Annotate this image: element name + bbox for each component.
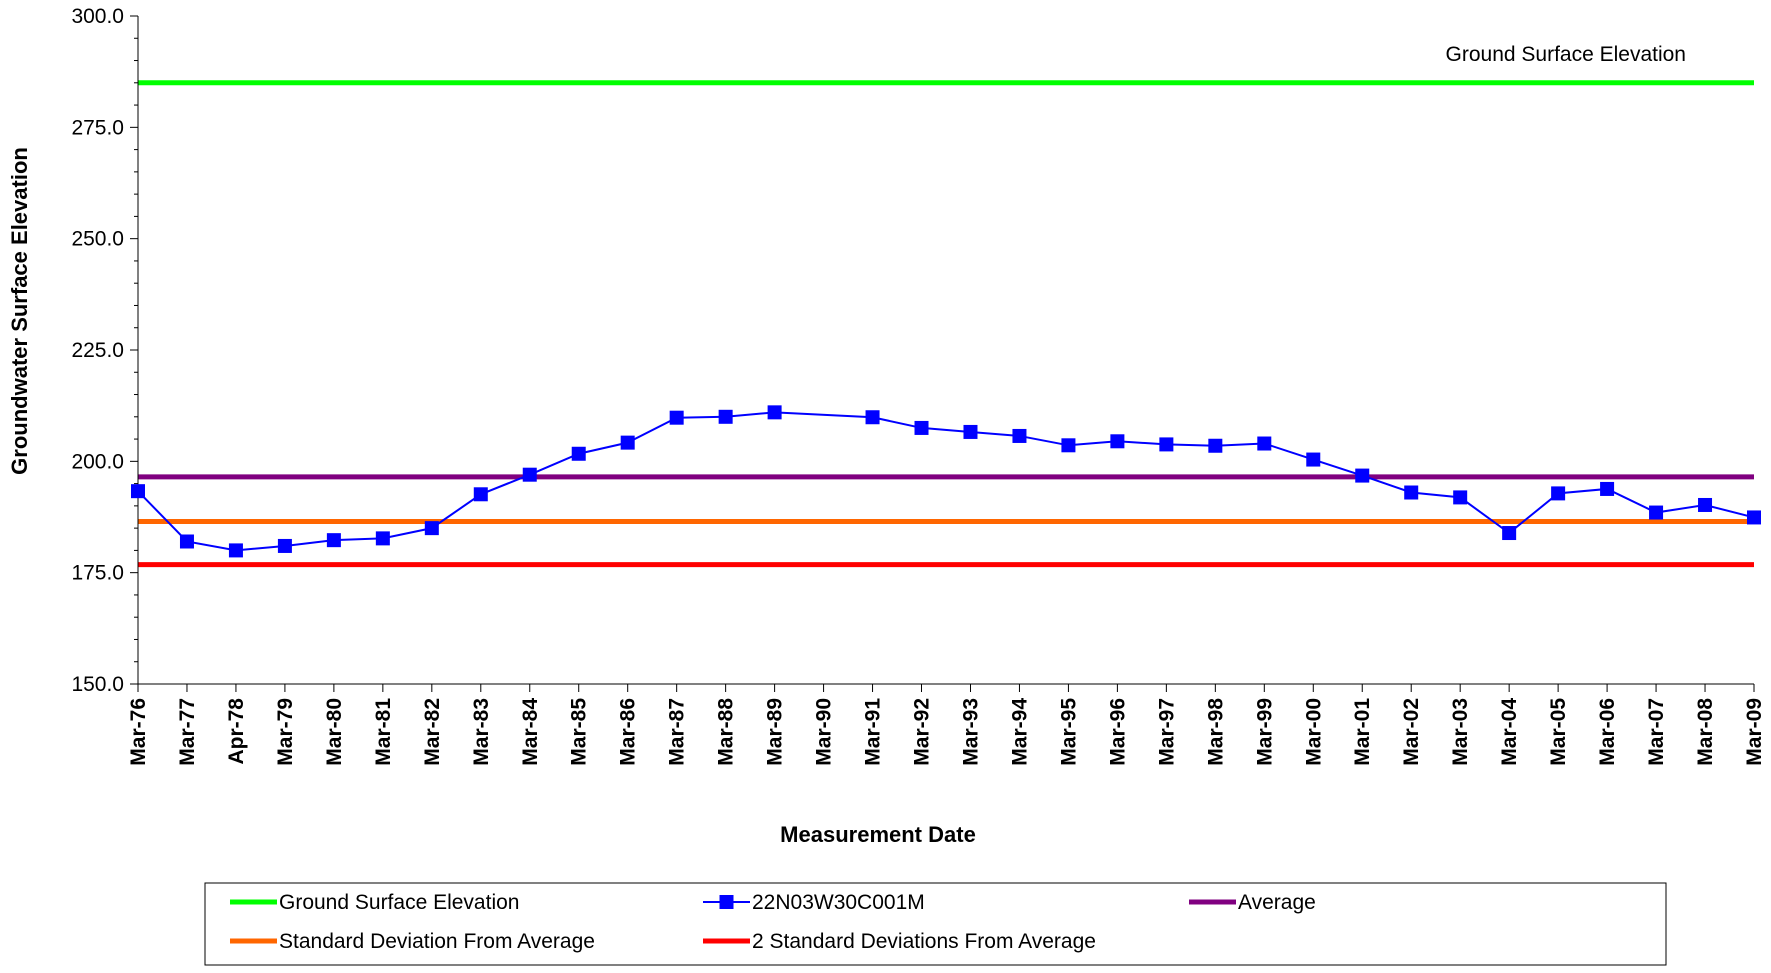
data-point-marker (1110, 434, 1125, 449)
legend-box (204, 882, 1667, 966)
x-tick-label: Mar-87 (666, 698, 689, 766)
x-tick-label: Mar-84 (519, 698, 542, 766)
data-point-marker (865, 410, 880, 425)
x-tick-label: Mar-96 (1106, 698, 1129, 766)
data-point-marker (571, 446, 586, 461)
legend-label: Average (1238, 891, 1316, 914)
x-tick-label: Mar-88 (715, 698, 738, 766)
legend-label: 2 Standard Deviations From Average (752, 930, 1096, 953)
data-point-marker (669, 410, 684, 425)
y-tick-labels: 150.0 175.0 200.0 225.0 250.0 275.0 300.0 (71, 5, 124, 696)
data-point-marker (1453, 490, 1468, 505)
x-tick-label: Mar-92 (911, 698, 934, 766)
x-tick-label: Mar-06 (1596, 698, 1619, 766)
x-tick-label: Mar-99 (1253, 698, 1276, 766)
data-point-marker (718, 409, 733, 424)
data-point-marker (424, 521, 439, 536)
data-point-marker (375, 531, 390, 546)
axes (130, 15, 1755, 692)
ground-surface-annotation: Ground Surface Elevation (1446, 43, 1686, 66)
x-tick-label: Mar-79 (274, 698, 297, 766)
legend-label: 22N03W30C001M (752, 891, 925, 914)
x-tick-label: Mar-01 (1351, 698, 1374, 766)
data-point-marker (473, 487, 488, 502)
x-tick-label: Mar-98 (1204, 698, 1227, 766)
x-tick-label: Mar-97 (1155, 698, 1178, 766)
legend-marker (719, 895, 734, 909)
data-point-marker (1012, 428, 1027, 443)
data-point-marker (1159, 437, 1174, 452)
x-tick-label: Mar-94 (1008, 698, 1031, 766)
legend-label: Ground Surface Elevation (279, 891, 519, 914)
data-point-marker (1698, 497, 1713, 512)
x-tick-label: Apr-78 (225, 698, 248, 765)
data-point-marker (179, 534, 194, 549)
y-tick-label: 150.0 (71, 673, 124, 696)
x-tick-label: Mar-77 (176, 698, 199, 766)
data-point-marker (1502, 526, 1517, 541)
x-tick-label: Mar-07 (1645, 698, 1668, 766)
data-point-marker (1404, 485, 1419, 500)
data-point-marker (1747, 510, 1761, 525)
data-point-marker (1061, 438, 1076, 453)
x-tick-label: Mar-76 (127, 698, 150, 766)
x-tick-label: Mar-89 (764, 698, 787, 766)
data-point-marker (620, 435, 635, 450)
data-point-marker (1306, 452, 1321, 467)
x-tick-label: Mar-04 (1498, 698, 1521, 766)
x-tick-label: Mar-95 (1057, 698, 1080, 766)
data-point-marker (1600, 481, 1615, 496)
x-tick-label: Mar-00 (1302, 698, 1325, 766)
x-tick-label: Mar-85 (568, 698, 591, 766)
x-tick-label: Mar-02 (1400, 698, 1423, 766)
x-axis-title: Measurement Date (780, 822, 976, 847)
data-point-marker (1551, 486, 1566, 501)
x-tick-label: Mar-08 (1694, 698, 1717, 766)
data-point-marker (326, 533, 341, 548)
data-point-marker (963, 424, 978, 439)
data-point-marker (277, 538, 292, 553)
data-point-marker (1355, 468, 1370, 483)
x-tick-label: Mar-90 (813, 698, 836, 766)
x-tick-label: Mar-82 (421, 698, 444, 766)
x-tick-label: Mar-03 (1449, 698, 1472, 766)
data-point-marker (522, 467, 537, 482)
data-point-marker (914, 420, 929, 435)
x-tick-label: Mar-91 (862, 698, 885, 766)
x-tick-labels: Mar-76 Mar-77 Apr-78 Mar-79 Mar-80 Mar-81 Mar-… (127, 698, 1766, 766)
reference-lines (138, 80, 1754, 568)
y-tick-label: 200.0 (71, 450, 124, 473)
data-point-marker (1208, 438, 1223, 453)
data-point-marker (228, 543, 243, 558)
data-point-marker (1649, 505, 1664, 520)
x-tick-label: Mar-81 (372, 698, 395, 766)
data-series (131, 405, 1761, 558)
x-tick-label: Mar-86 (617, 698, 640, 766)
data-point-marker (131, 484, 145, 499)
x-tick-label: Mar-83 (470, 698, 493, 766)
legend: Ground Surface Elevation 22N03W30C001M Ave… (204, 882, 1667, 966)
y-tick-label: 300.0 (71, 5, 124, 28)
x-tick-label: Mar-09 (1743, 698, 1766, 766)
legend-label: Standard Deviation From Average (279, 930, 595, 953)
y-axis-title: Groundwater Surface Elevation (7, 147, 32, 475)
y-tick-label: 175.0 (71, 562, 124, 585)
y-tick-label: 275.0 (71, 116, 124, 139)
data-point-marker (1257, 436, 1272, 451)
x-tick-label: Mar-05 (1547, 698, 1570, 766)
y-tick-label: 225.0 (71, 339, 124, 362)
y-tick-label: 250.0 (71, 228, 124, 251)
x-tick-label: Mar-93 (959, 698, 982, 766)
data-point-marker (767, 405, 782, 420)
x-tick-label: Mar-80 (323, 698, 346, 766)
